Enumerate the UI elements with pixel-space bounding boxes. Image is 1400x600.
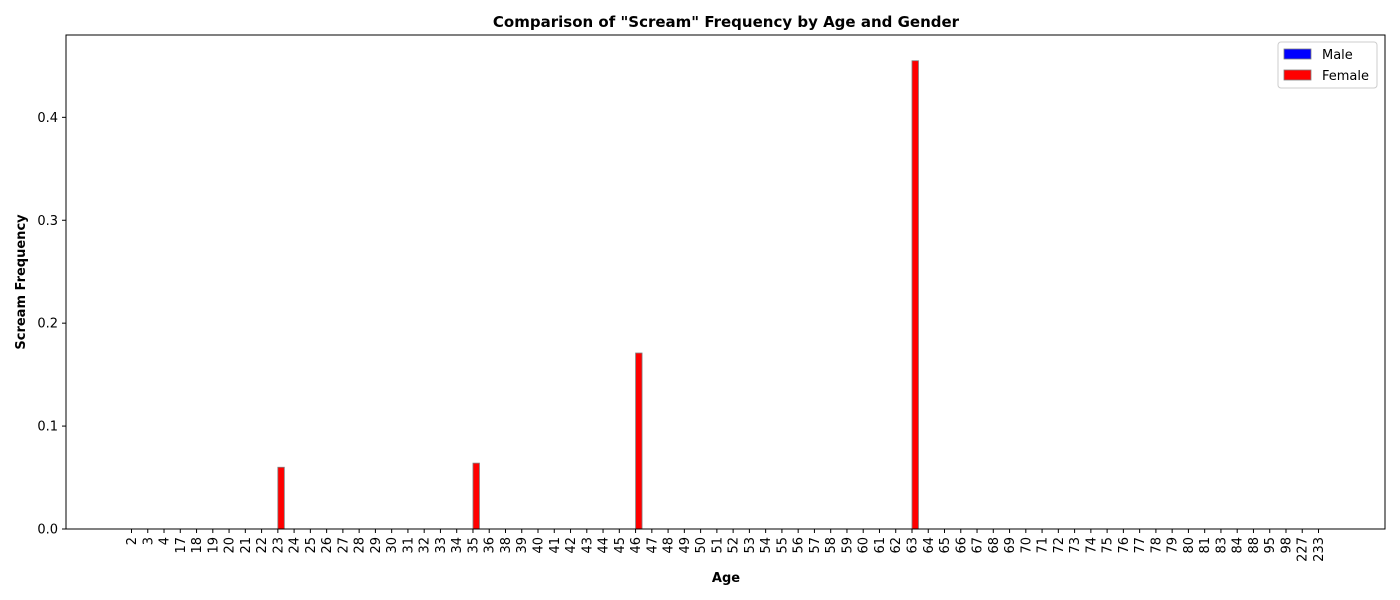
bar-female-63 <box>911 60 919 530</box>
x-axis-ticks: 2 3 4 17 18 19 20 21 22 23 24 25 26 27 28 29 30 31 32 33 34 3… <box>125 529 1327 562</box>
x-tick-label: 83 <box>1214 537 1229 554</box>
x-tick-label: 20 <box>223 537 238 554</box>
x-tick-label: 62 <box>889 537 904 554</box>
x-tick-label: 17 <box>174 537 189 554</box>
x-tick-label: 4 <box>158 537 173 545</box>
x-tick-label: 43 <box>580 537 595 554</box>
x-tick-label: 72 <box>1052 537 1067 554</box>
y-tick-label: 0.3 <box>37 214 58 229</box>
x-tick-label: 74 <box>1084 537 1099 554</box>
x-tick-label: 64 <box>922 537 937 554</box>
x-tick-label: 69 <box>1003 537 1018 554</box>
x-tick-label: 53 <box>743 537 758 554</box>
x-tick-label: 70 <box>1019 537 1034 554</box>
x-tick-label: 22 <box>255 537 270 554</box>
x-tick-label: 56 <box>792 537 807 554</box>
x-tick-label: 33 <box>434 537 449 554</box>
x-tick-label: 66 <box>954 537 969 554</box>
x-tick-label: 45 <box>613 537 628 554</box>
x-tick-label: 21 <box>239 537 254 554</box>
x-tick-label: 80 <box>1182 537 1197 554</box>
x-tick-label: 63 <box>905 537 920 554</box>
x-tick-label: 46 <box>629 537 644 554</box>
x-tick-label: 44 <box>597 537 612 554</box>
x-tick-label: 51 <box>710 537 725 554</box>
x-tick-label: 30 <box>385 537 400 554</box>
y-tick-label: 0.2 <box>37 317 58 332</box>
x-tick-label: 81 <box>1198 537 1213 554</box>
y-tick-label: 0.4 <box>37 111 58 126</box>
x-tick-label: 18 <box>190 537 205 554</box>
x-tick-label: 23 <box>271 537 286 554</box>
x-tick-label: 24 <box>288 537 303 554</box>
x-tick-label: 39 <box>515 537 530 554</box>
x-tick-label: 32 <box>418 537 433 554</box>
x-tick-label: 73 <box>1068 537 1083 554</box>
x-tick-label: 34 <box>450 537 465 554</box>
y-axis-title: Scream Frequency <box>14 214 29 350</box>
x-tick-label: 61 <box>873 537 888 554</box>
x-tick-label: 42 <box>564 537 579 554</box>
x-axis-title: Age <box>712 571 740 586</box>
x-tick-label: 2 <box>125 537 140 545</box>
x-tick-label: 75 <box>1101 537 1116 554</box>
y-tick-label: 0.1 <box>37 420 58 435</box>
plot-area <box>65 34 1386 530</box>
legend-swatch-female <box>1283 69 1312 81</box>
x-tick-label: 41 <box>548 537 563 554</box>
x-tick-label: 47 <box>645 537 660 554</box>
x-tick-label: 98 <box>1279 537 1294 554</box>
x-tick-label: 26 <box>320 537 335 554</box>
x-tick-label: 79 <box>1166 537 1181 554</box>
x-tick-label: 67 <box>971 537 986 554</box>
x-tick-label: 48 <box>662 537 677 554</box>
chart-title: Comparison of "Scream" Frequency by Age … <box>493 13 960 31</box>
x-tick-label: 35 <box>466 537 481 554</box>
x-tick-label: 78 <box>1149 537 1164 554</box>
x-tick-label: 25 <box>304 537 319 554</box>
x-tick-label: 27 <box>336 537 351 554</box>
x-tick-label: 227 <box>1296 537 1311 562</box>
x-tick-label: 36 <box>483 537 498 554</box>
y-axis-ticks: 0.0 0.1 0.2 0.3 0.4 <box>37 111 66 538</box>
x-tick-label: 38 <box>499 537 514 554</box>
x-tick-label: 60 <box>857 537 872 554</box>
x-tick-label: 57 <box>808 537 823 554</box>
x-tick-label: 52 <box>727 537 742 554</box>
x-tick-label: 55 <box>775 537 790 554</box>
x-tick-label: 29 <box>369 537 384 554</box>
x-tick-label: 50 <box>694 537 709 554</box>
bar-female-35 <box>472 462 480 530</box>
x-tick-label: 68 <box>987 537 1002 554</box>
x-tick-label: 40 <box>532 537 547 554</box>
legend-label-male: Male <box>1322 48 1353 63</box>
x-tick-label: 54 <box>759 537 774 554</box>
x-tick-label: 58 <box>824 537 839 554</box>
x-tick-label: 19 <box>206 537 221 554</box>
x-tick-label: 65 <box>938 537 953 554</box>
x-tick-label: 3 <box>141 537 156 545</box>
x-tick-label: 59 <box>840 537 855 554</box>
bar-female-46 <box>635 352 643 530</box>
x-tick-label: 71 <box>1036 537 1051 554</box>
plot-frame <box>65 34 1386 530</box>
x-tick-label: 28 <box>353 537 368 554</box>
x-tick-label: 84 <box>1231 537 1246 554</box>
x-tick-label: 31 <box>401 537 416 554</box>
legend: Male Female <box>1277 41 1378 89</box>
x-tick-label: 77 <box>1133 537 1148 554</box>
x-tick-label: 49 <box>678 537 693 554</box>
x-tick-label: 88 <box>1247 537 1262 554</box>
legend-label-female: Female <box>1322 69 1369 84</box>
x-tick-label: 76 <box>1117 537 1132 554</box>
legend-swatch-male <box>1283 48 1312 60</box>
bar-female-23 <box>277 466 285 530</box>
x-tick-label: 95 <box>1263 537 1278 554</box>
x-tick-label: 233 <box>1312 537 1327 562</box>
y-tick-label: 0.0 <box>37 523 58 538</box>
